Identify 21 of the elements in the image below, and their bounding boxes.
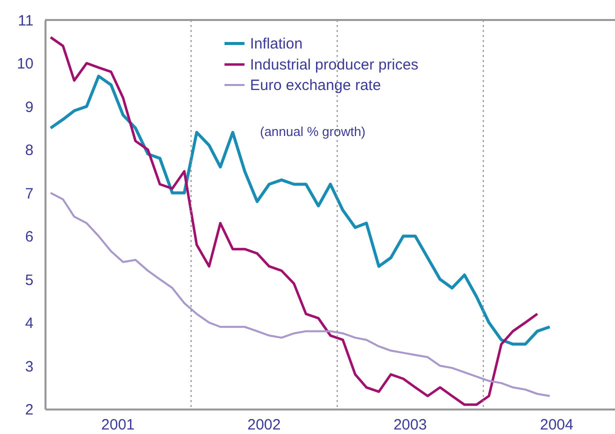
legend-label: Inflation (250, 36, 303, 52)
annotation: (annual % growth) (260, 124, 366, 139)
y-tick-label: 10 (16, 56, 34, 73)
y-tick-label: 11 (18, 12, 34, 30)
x-tick-label: 2002 (247, 416, 281, 434)
x-tick-label: 2004 (540, 416, 574, 434)
y-tick-label: 5 (25, 272, 34, 289)
y-tick-label: 3 (25, 358, 34, 376)
y-tick-label: 6 (25, 228, 34, 246)
y-tick-label: 9 (25, 98, 34, 116)
line-series (49, 74, 552, 346)
line-series (49, 36, 539, 406)
y-tick-label: 7 (25, 185, 34, 202)
y-tick-label: 4 (25, 315, 34, 332)
x-tick-label: 2003 (393, 416, 427, 434)
line-series (50, 192, 551, 398)
legend-label: Industrial producer prices (250, 56, 418, 74)
x-tick-label: 2001 (101, 416, 135, 434)
legend-label: Euro exchange rate (250, 77, 381, 94)
y-tick-label: 2 (25, 402, 34, 418)
y-tick-label: 8 (25, 142, 34, 160)
